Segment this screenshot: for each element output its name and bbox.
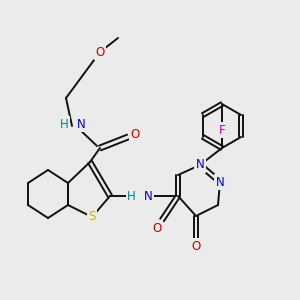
- Text: H: H: [127, 190, 136, 202]
- Text: N: N: [144, 190, 153, 202]
- Text: H: H: [60, 118, 69, 130]
- Text: O: O: [95, 46, 105, 59]
- Text: O: O: [191, 239, 201, 253]
- Text: S: S: [88, 211, 96, 224]
- Text: N: N: [77, 118, 86, 130]
- Text: F: F: [219, 124, 225, 136]
- Text: N: N: [216, 176, 224, 188]
- Text: N: N: [196, 158, 204, 172]
- Text: O: O: [130, 128, 140, 142]
- Text: O: O: [152, 221, 162, 235]
